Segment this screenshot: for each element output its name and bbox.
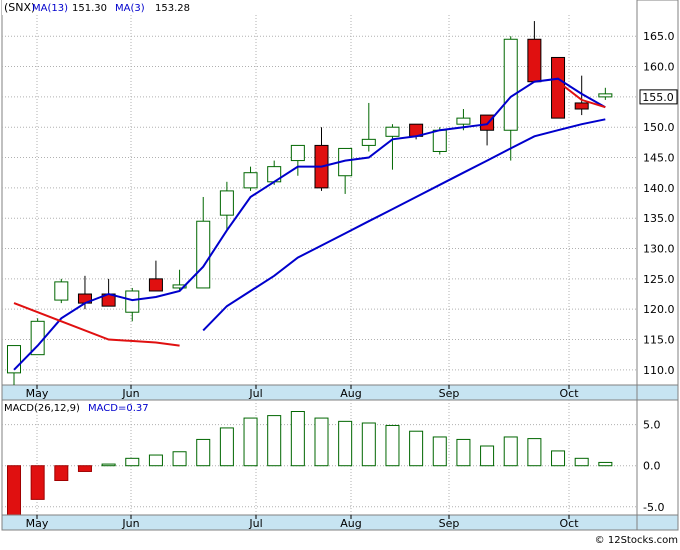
macd-bar-negative [54, 465, 69, 482]
candle-down [527, 38, 542, 83]
macd-bar-negative [77, 465, 92, 472]
price-y-tick-label: 115.0 [643, 334, 675, 347]
macd-x-tick-label: May [26, 517, 49, 530]
ma3-line [13, 77, 606, 371]
macd-x-tick-label: Sep [439, 517, 460, 530]
macd-title: MACD(26,12,9) [4, 403, 80, 414]
legend-label: MA(3) [115, 3, 145, 14]
price-x-tick-label: Jul [248, 387, 262, 400]
price-y-tick-label: 160.0 [643, 61, 675, 74]
macd-panel: -5.0 0.0 5.0 May Jun Jul Aug Sep Oct MACD(26,12,9… [1, 399, 679, 531]
macd-x-axis-band [1, 514, 679, 531]
price-x-tick-label: May [26, 387, 49, 400]
legend-value: 151.30 [72, 3, 107, 14]
price-y-tick-label: 130.0 [643, 243, 675, 256]
price-x-tick-label: Sep [439, 387, 460, 400]
macd-bar-positive [101, 463, 116, 467]
macd-bar-positive [267, 415, 282, 467]
price-y-tick-label: 135.0 [643, 212, 675, 225]
last-price-label: 155.0 [642, 91, 674, 104]
price-panel: 110.0 115.0 120.0 125.0 130.0 135.0 140.0 145.0… [1, 0, 679, 401]
price-y-tick-label: 125.0 [643, 273, 675, 286]
macd-bar-positive [503, 436, 518, 467]
candle-up [196, 220, 211, 289]
macd-bar-positive [432, 436, 447, 467]
macd-bar-negative [30, 465, 45, 500]
macd-x-tick-label: Oct [559, 517, 579, 530]
candle-down [148, 278, 163, 292]
macd-bar-positive [219, 427, 234, 467]
macd-x-tick-label: Jul [248, 517, 262, 530]
legend-value: 153.28 [155, 3, 190, 14]
price-y-tick-label: 110.0 [643, 364, 675, 377]
candle-up [243, 172, 258, 189]
price-header [2, 0, 637, 15]
candle-down [480, 114, 495, 131]
macd-bar-positive [148, 454, 163, 467]
macd-x-tick-label: Aug [340, 517, 361, 530]
candle-up [172, 284, 187, 289]
candle-up [456, 117, 471, 125]
macd-y-tick-label: -5.0 [643, 501, 664, 514]
price-x-tick-label: Aug [340, 387, 361, 400]
legend-label: MA(13) [32, 3, 68, 14]
candle-up [54, 281, 69, 301]
macd-bar-positive [314, 417, 329, 467]
macd-legend: MACD=0.37 [88, 403, 149, 414]
macd-bar-positive [456, 438, 471, 467]
price-y-tick-label: 140.0 [643, 182, 675, 195]
candle-up [219, 190, 234, 216]
candle-down [551, 56, 566, 119]
ticker-label: (SNX) [4, 1, 35, 14]
macd-bar-positive [243, 417, 258, 467]
macd-bar-positive [290, 411, 305, 467]
price-y-tick-label: 120.0 [643, 303, 675, 316]
candle-up [432, 129, 447, 152]
macd-bar-positive [409, 430, 424, 467]
price-y-tick-label: 145.0 [643, 152, 675, 165]
copyright-text: © 12Stocks.com [595, 535, 678, 546]
macd-bar-positive [480, 445, 495, 467]
macd-bar-positive [338, 420, 353, 467]
price-frame [1, 0, 679, 401]
price-y-tick-label: 150.0 [643, 121, 675, 134]
candle-up [290, 144, 305, 162]
red-ma-line [13, 80, 606, 347]
candle-up [361, 138, 376, 146]
candle-up [125, 290, 140, 313]
macd-bar-positive [385, 424, 400, 467]
candle-up [385, 126, 400, 137]
price-x-tick-label: Oct [559, 387, 579, 400]
ma13-line [202, 118, 606, 332]
macd-bar-positive [172, 451, 187, 467]
macd-bar-positive [527, 438, 542, 467]
macd-x-tick-label: Jun [121, 517, 139, 530]
macd-bar-positive [551, 450, 566, 467]
candle-down [574, 102, 589, 110]
macd-bar-positive [361, 422, 376, 467]
price-x-tick-label: Jun [121, 387, 139, 400]
macd-bar-positive [598, 461, 613, 467]
macd-bar-positive [196, 438, 211, 467]
macd-y-tick-label: 0.0 [643, 460, 661, 473]
price-y-tick-label: 165.0 [643, 30, 675, 43]
macd-bar-positive [574, 457, 589, 467]
macd-y-tick-label: 5.0 [643, 419, 661, 432]
last-price-box [639, 89, 678, 105]
candle-up [598, 93, 613, 98]
macd-bar-negative [6, 465, 22, 518]
macd-bar-positive [125, 457, 140, 467]
candle-up [503, 38, 518, 131]
